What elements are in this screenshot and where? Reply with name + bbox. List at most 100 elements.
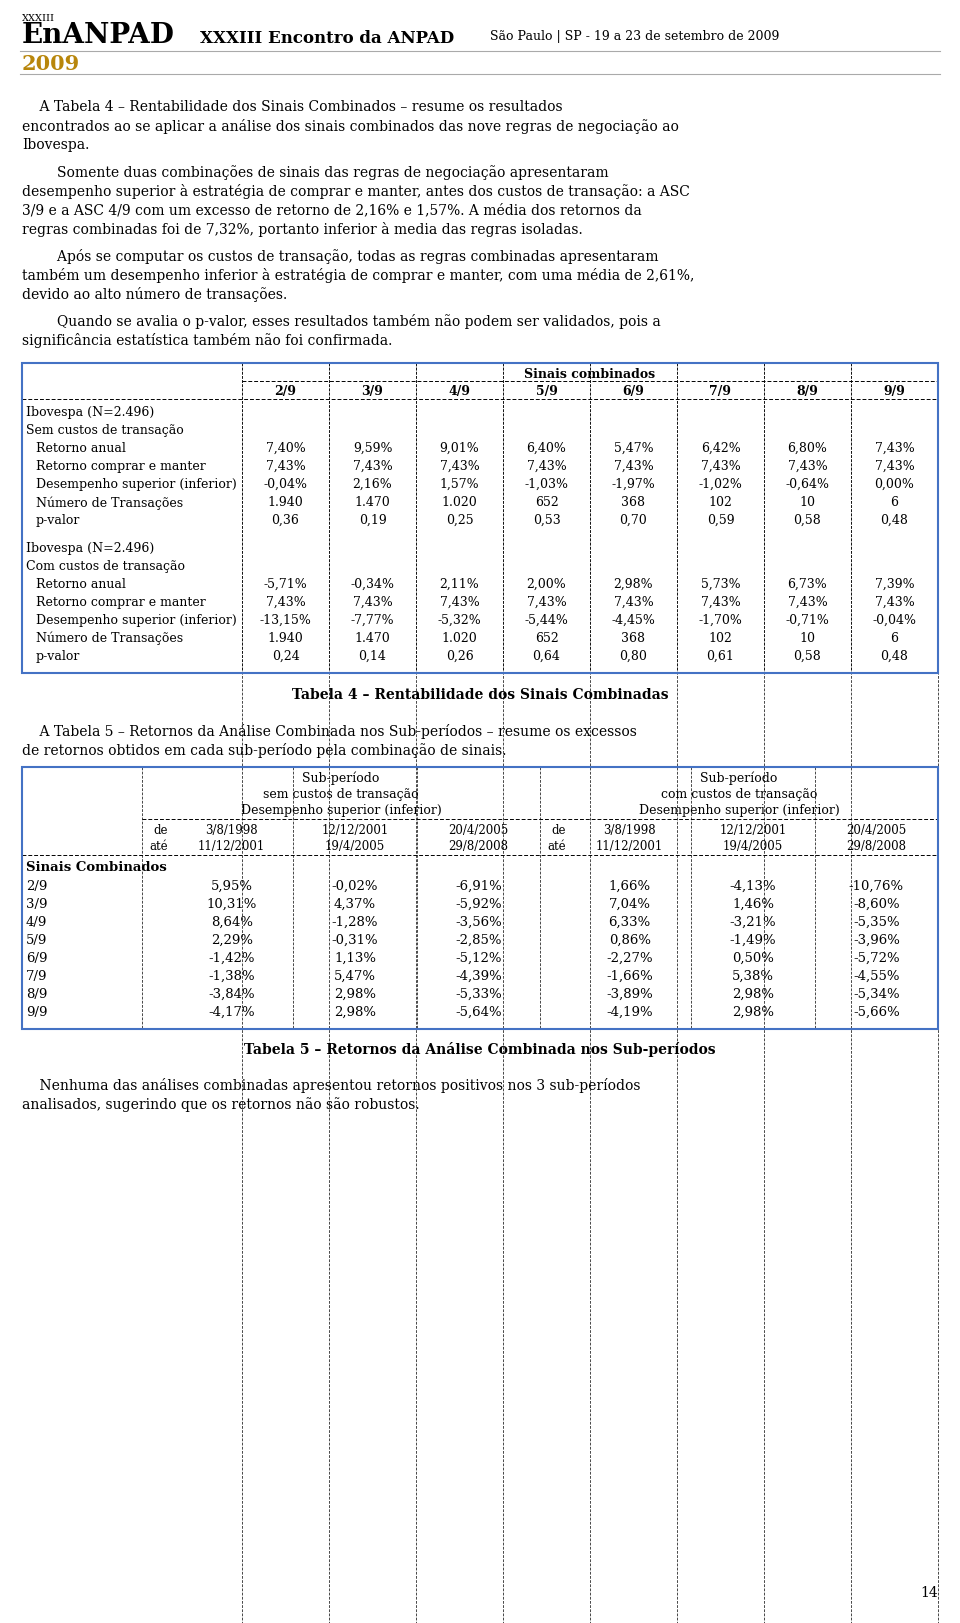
Text: 2/9: 2/9 — [26, 880, 47, 893]
Text: 0,25: 0,25 — [445, 514, 473, 527]
Text: 8/9: 8/9 — [26, 987, 47, 1000]
Text: 0,26: 0,26 — [445, 649, 473, 662]
Text: Sem custos de transação: Sem custos de transação — [26, 424, 183, 437]
Text: -3,96%: -3,96% — [852, 933, 900, 946]
Text: XXXIII Encontro da ANPAD: XXXIII Encontro da ANPAD — [200, 29, 454, 47]
Text: -0,34%: -0,34% — [350, 578, 395, 591]
Text: -1,28%: -1,28% — [332, 915, 378, 928]
Text: -1,97%: -1,97% — [612, 477, 656, 490]
Text: 6,40%: 6,40% — [527, 441, 566, 454]
Text: 2,11%: 2,11% — [440, 578, 479, 591]
Text: 6/9: 6/9 — [623, 385, 644, 398]
Text: -1,02%: -1,02% — [699, 477, 742, 490]
Text: 19/4/2005: 19/4/2005 — [723, 839, 783, 852]
Text: 0,24: 0,24 — [272, 649, 300, 662]
Text: -3,56%: -3,56% — [455, 915, 502, 928]
Text: 7,43%: 7,43% — [266, 596, 305, 609]
Text: 10: 10 — [800, 495, 815, 508]
Text: 0,00%: 0,00% — [875, 477, 915, 490]
Text: -3,84%: -3,84% — [208, 987, 255, 1000]
Text: -8,60%: -8,60% — [853, 898, 900, 911]
Text: 5/9: 5/9 — [536, 385, 558, 398]
Text: 0,59: 0,59 — [707, 514, 734, 527]
Text: -1,70%: -1,70% — [699, 613, 742, 626]
Text: Desempenho superior (inferior): Desempenho superior (inferior) — [36, 613, 237, 626]
Text: -4,39%: -4,39% — [455, 969, 502, 982]
Text: São Paulo | SP - 19 a 23 de setembro de 2009: São Paulo | SP - 19 a 23 de setembro de … — [490, 29, 780, 42]
Text: XXXIII: XXXIII — [22, 15, 55, 23]
Text: 12/12/2001: 12/12/2001 — [322, 823, 389, 836]
Text: 5,73%: 5,73% — [701, 578, 740, 591]
Text: 7/9: 7/9 — [26, 969, 47, 982]
Text: -0,04%: -0,04% — [873, 613, 917, 626]
Text: de: de — [154, 823, 168, 836]
Text: Sub-período: Sub-período — [700, 771, 778, 786]
Text: 1,66%: 1,66% — [609, 880, 651, 893]
Text: 6,80%: 6,80% — [787, 441, 828, 454]
Text: -5,35%: -5,35% — [853, 915, 900, 928]
Text: 20/4/2005: 20/4/2005 — [448, 823, 509, 836]
Text: 6,73%: 6,73% — [787, 578, 828, 591]
Text: 10,31%: 10,31% — [206, 898, 257, 911]
Text: 7,40%: 7,40% — [266, 441, 305, 454]
Text: 5/9: 5/9 — [26, 933, 47, 946]
Text: 5,95%: 5,95% — [210, 880, 252, 893]
Text: 1,57%: 1,57% — [440, 477, 479, 490]
Text: 7,43%: 7,43% — [440, 596, 479, 609]
Text: p-valor: p-valor — [36, 514, 81, 527]
Text: 6: 6 — [891, 495, 899, 508]
Text: -0,31%: -0,31% — [332, 933, 378, 946]
Text: -5,64%: -5,64% — [455, 1005, 502, 1018]
Text: 7,43%: 7,43% — [527, 459, 566, 472]
Text: 1.470: 1.470 — [354, 631, 391, 644]
Text: Desempenho superior (inferior): Desempenho superior (inferior) — [638, 803, 839, 816]
Text: 0,36: 0,36 — [272, 514, 300, 527]
Text: 7,43%: 7,43% — [875, 596, 914, 609]
Text: 652: 652 — [535, 495, 559, 508]
Text: 5,47%: 5,47% — [613, 441, 654, 454]
Text: 29/8/2008: 29/8/2008 — [448, 839, 509, 852]
Text: até: até — [547, 839, 566, 852]
Text: 1.940: 1.940 — [268, 631, 303, 644]
Text: -1,03%: -1,03% — [524, 477, 568, 490]
Text: Sinais combinados: Sinais combinados — [524, 368, 656, 381]
Text: 7,39%: 7,39% — [875, 578, 914, 591]
Text: 2,98%: 2,98% — [732, 1005, 774, 1018]
Text: 0,48: 0,48 — [880, 514, 908, 527]
Text: 9,01%: 9,01% — [440, 441, 479, 454]
Text: 102: 102 — [708, 495, 732, 508]
Text: 1.020: 1.020 — [442, 495, 477, 508]
Text: 11/12/2001: 11/12/2001 — [596, 839, 663, 852]
Text: -5,92%: -5,92% — [455, 898, 502, 911]
Text: -0,64%: -0,64% — [785, 477, 829, 490]
Text: -0,02%: -0,02% — [332, 880, 378, 893]
Text: 9/9: 9/9 — [883, 385, 905, 398]
Text: -1,38%: -1,38% — [208, 969, 255, 982]
Text: -4,45%: -4,45% — [612, 613, 656, 626]
Bar — [22, 768, 938, 1029]
Text: -6,91%: -6,91% — [455, 880, 502, 893]
Text: também um desempenho inferior à estratégia de comprar e manter, com uma média de: também um desempenho inferior à estratég… — [22, 268, 694, 282]
Text: 4/9: 4/9 — [448, 385, 470, 398]
Text: Ibovespa (N=2.496): Ibovespa (N=2.496) — [26, 542, 155, 555]
Text: -4,13%: -4,13% — [730, 880, 777, 893]
Text: -1,66%: -1,66% — [607, 969, 653, 982]
Text: 14: 14 — [921, 1586, 938, 1599]
Text: 7,43%: 7,43% — [787, 596, 828, 609]
Text: Tabela 5 – Retornos da Análise Combinada nos Sub-períodos: Tabela 5 – Retornos da Análise Combinada… — [244, 1042, 716, 1057]
Text: Retorno comprar e manter: Retorno comprar e manter — [36, 596, 205, 609]
Text: 0,86%: 0,86% — [609, 933, 651, 946]
Text: 4,37%: 4,37% — [334, 898, 376, 911]
Text: 7,43%: 7,43% — [875, 459, 914, 472]
Text: -5,33%: -5,33% — [455, 987, 502, 1000]
Text: até: até — [150, 839, 168, 852]
Text: 7,43%: 7,43% — [440, 459, 479, 472]
Text: A Tabela 5 – Retornos da Análise Combinada nos Sub-períodos – resume os excessos: A Tabela 5 – Retornos da Análise Combina… — [22, 724, 636, 738]
Text: -1,42%: -1,42% — [208, 951, 255, 964]
Text: 2009: 2009 — [22, 54, 81, 75]
Text: encontrados ao se aplicar a análise dos sinais combinados das nove regras de neg: encontrados ao se aplicar a análise dos … — [22, 118, 679, 135]
Text: Após se computar os custos de transação, todas as regras combinadas apresentaram: Após se computar os custos de transação,… — [22, 248, 659, 265]
Text: 8,64%: 8,64% — [210, 915, 252, 928]
Text: 2,98%: 2,98% — [732, 987, 774, 1000]
Text: 2,98%: 2,98% — [334, 987, 376, 1000]
